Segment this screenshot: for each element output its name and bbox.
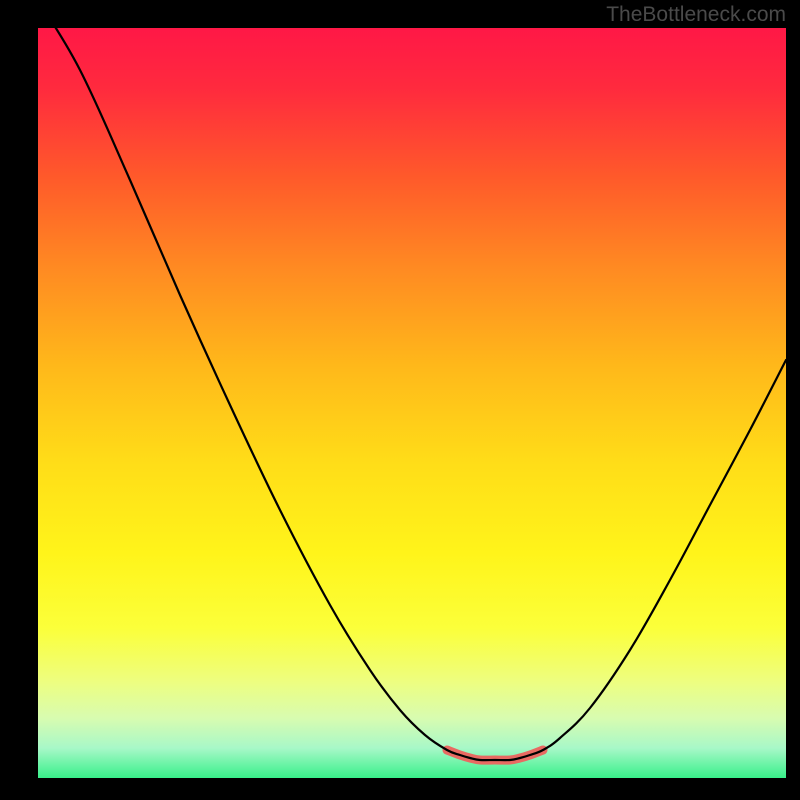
chart-svg [0,0,800,800]
chart-background [38,28,786,778]
border-left [0,0,38,800]
watermark-text: TheBottleneck.com [606,3,786,27]
border-bottom [0,778,800,800]
border-right [786,0,800,800]
chart-frame: TheBottleneck.com [0,0,800,800]
